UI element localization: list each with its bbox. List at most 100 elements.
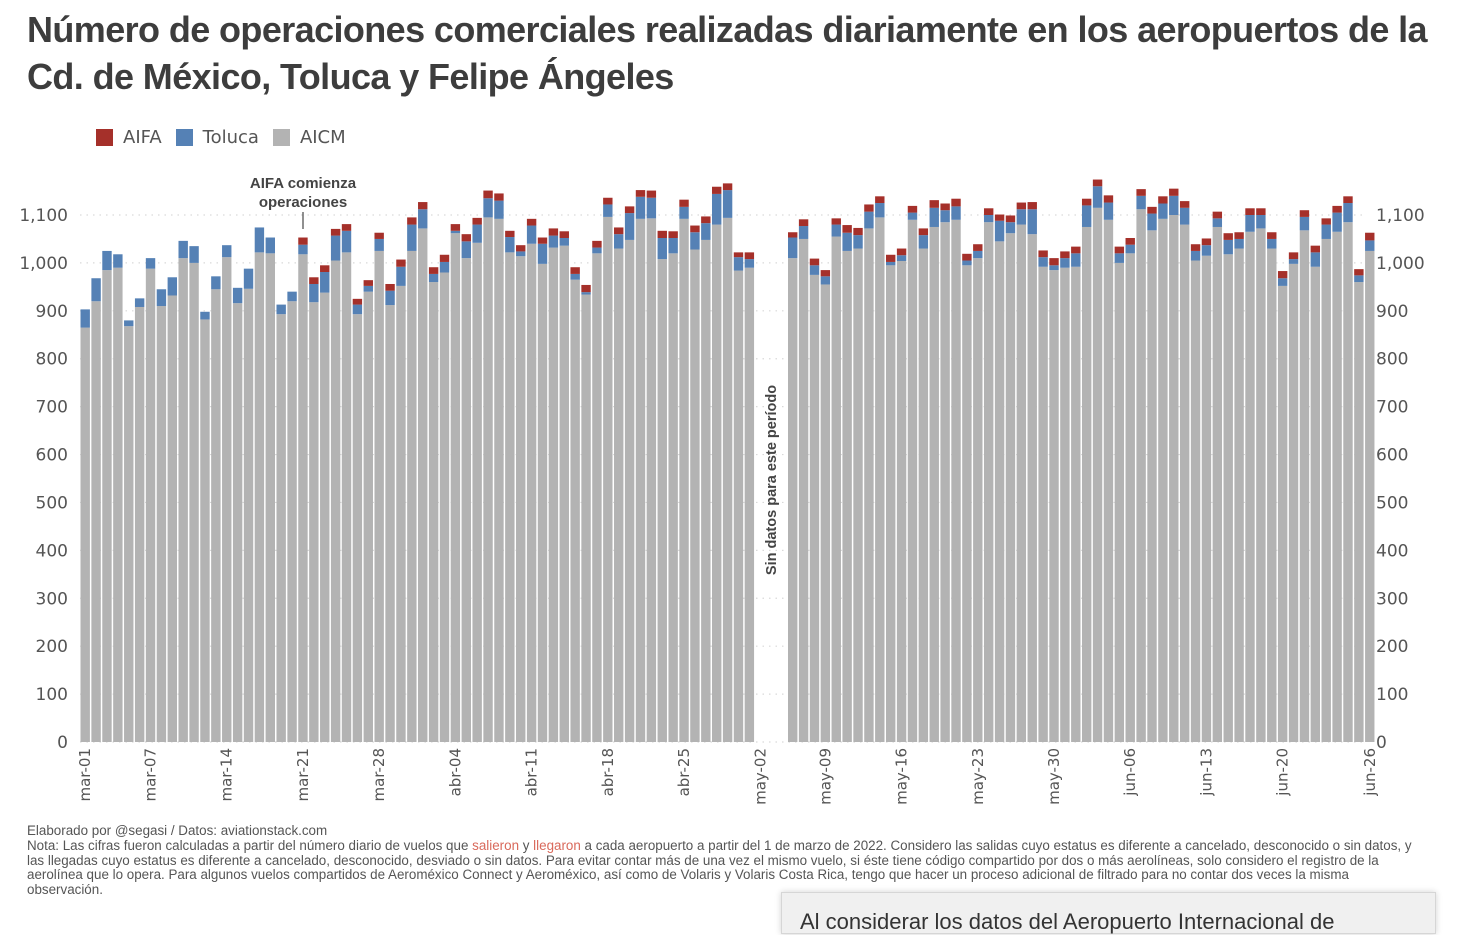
bar-aifa xyxy=(516,245,526,252)
bar-toluca xyxy=(526,225,537,244)
bar-toluca xyxy=(1147,213,1157,231)
bar-aicm xyxy=(91,301,101,742)
bar-aifa xyxy=(614,227,624,235)
bar-aicm xyxy=(1277,285,1288,742)
bar-aifa xyxy=(635,190,646,197)
bar-toluca xyxy=(341,230,352,253)
bar-toluca xyxy=(428,273,439,283)
bar-toluca xyxy=(853,235,863,249)
bar-aicm xyxy=(167,295,178,742)
bar-aifa xyxy=(1005,215,1016,223)
llegaron-link[interactable]: llegaron xyxy=(533,837,581,853)
bar-toluca xyxy=(712,193,722,225)
bar-aicm xyxy=(145,268,156,742)
x-tick-label: mar-14 xyxy=(218,748,236,802)
bar-toluca xyxy=(298,244,308,255)
bar-toluca xyxy=(1299,216,1310,231)
bar-toluca xyxy=(624,213,635,240)
bar-toluca xyxy=(1277,278,1288,286)
bar-aicm xyxy=(407,250,417,742)
footer-note: Elaborado por @segasi / Datos: aviations… xyxy=(27,823,1427,898)
bar-toluca xyxy=(385,290,395,306)
y-tick-label-left: 100 xyxy=(36,685,68,705)
stacked-bar-chart: 0 100 200 300 400 500 600 700 800 900 1,000 1,100 0… xyxy=(19,175,1424,805)
bar-toluca xyxy=(407,224,417,251)
bar-aifa xyxy=(973,244,983,251)
bar-toluca xyxy=(1256,215,1266,229)
legend-label-aicm: AICM xyxy=(299,127,346,148)
bar-aifa xyxy=(330,228,341,236)
bar-aicm xyxy=(918,248,929,742)
bar-toluca xyxy=(537,243,548,264)
bar-aicm xyxy=(211,289,221,742)
bar-aifa xyxy=(1256,208,1266,215)
y-tick-label-left: 800 xyxy=(36,350,68,370)
legend-swatch-aicm xyxy=(272,129,290,146)
bar-aicm xyxy=(1179,224,1190,743)
bar-aicm xyxy=(635,218,646,742)
bar-toluca xyxy=(548,235,559,248)
y-tick-label-left: 1,100 xyxy=(19,206,68,226)
bar-aifa xyxy=(1081,198,1092,206)
bar-aicm xyxy=(603,216,613,742)
bar-aicm xyxy=(712,224,722,743)
bar-aicm xyxy=(1158,218,1168,742)
bar-toluca xyxy=(1081,205,1092,227)
bar-toluca xyxy=(1136,195,1146,210)
salieron-link[interactable]: salieron xyxy=(472,837,520,853)
bar-aifa xyxy=(940,203,950,211)
bar-aicm xyxy=(896,260,907,742)
bar-aicm xyxy=(973,258,983,742)
bar-aicm xyxy=(537,263,548,742)
bar-toluca xyxy=(1027,209,1037,235)
bar-aicm xyxy=(1245,231,1255,742)
bar-aicm xyxy=(570,279,580,742)
bar-toluca xyxy=(635,196,646,219)
bar-aicm xyxy=(1321,238,1331,743)
popup-card[interactable]: Al considerar los datos del Aeropuerto I… xyxy=(781,892,1436,934)
bar-toluca xyxy=(483,198,493,218)
bar-aicm xyxy=(994,241,1005,742)
bar-toluca xyxy=(940,210,950,223)
bar-aicm xyxy=(983,222,994,742)
bar-aifa xyxy=(396,259,406,267)
bar-aicm xyxy=(113,267,123,742)
bar-aifa xyxy=(363,280,373,286)
bar-aifa xyxy=(418,202,428,210)
bar-toluca xyxy=(1223,239,1233,255)
legend: AIFA Toluca AICM xyxy=(96,127,360,148)
bar-toluca xyxy=(1190,250,1201,261)
y-tick-label-right: 100 xyxy=(1376,685,1408,705)
bar-toluca xyxy=(363,285,373,292)
bar-aifa xyxy=(994,214,1005,221)
bar-toluca xyxy=(1049,265,1059,271)
y-tick-label-left: 0 xyxy=(57,733,68,753)
bar-toluca xyxy=(679,206,689,219)
bar-toluca xyxy=(396,266,406,286)
bar-toluca xyxy=(1310,252,1321,267)
bar-aifa xyxy=(646,190,657,198)
legend-swatch-toluca xyxy=(175,129,193,146)
bar-aifa xyxy=(570,267,580,274)
bar-toluca xyxy=(668,237,678,254)
bar-aifa xyxy=(1147,206,1157,214)
bar-toluca xyxy=(472,224,482,243)
chart-title: Número de operaciones comerciales realiz… xyxy=(27,9,1428,97)
bar-toluca xyxy=(646,197,657,219)
popup-text: Al considerar los datos del Aeropuerto I… xyxy=(800,909,1335,934)
bar-aifa xyxy=(1103,195,1114,203)
y-tick-label-right: 600 xyxy=(1376,446,1408,466)
bar-aifa xyxy=(1212,211,1223,219)
bar-toluca xyxy=(929,207,939,227)
bar-aicm xyxy=(701,239,711,742)
bar-aicm xyxy=(1365,250,1375,742)
bar-aicm xyxy=(134,306,145,742)
bar-aifa xyxy=(1158,196,1168,204)
bar-aifa xyxy=(385,283,395,291)
bar-aicm xyxy=(1201,255,1212,742)
bar-aicm xyxy=(363,291,373,742)
bar-aifa xyxy=(657,230,667,238)
bar-toluca xyxy=(614,234,624,249)
y-tick-label-left: 600 xyxy=(36,446,68,466)
y-tick-label-right: 300 xyxy=(1376,589,1408,609)
